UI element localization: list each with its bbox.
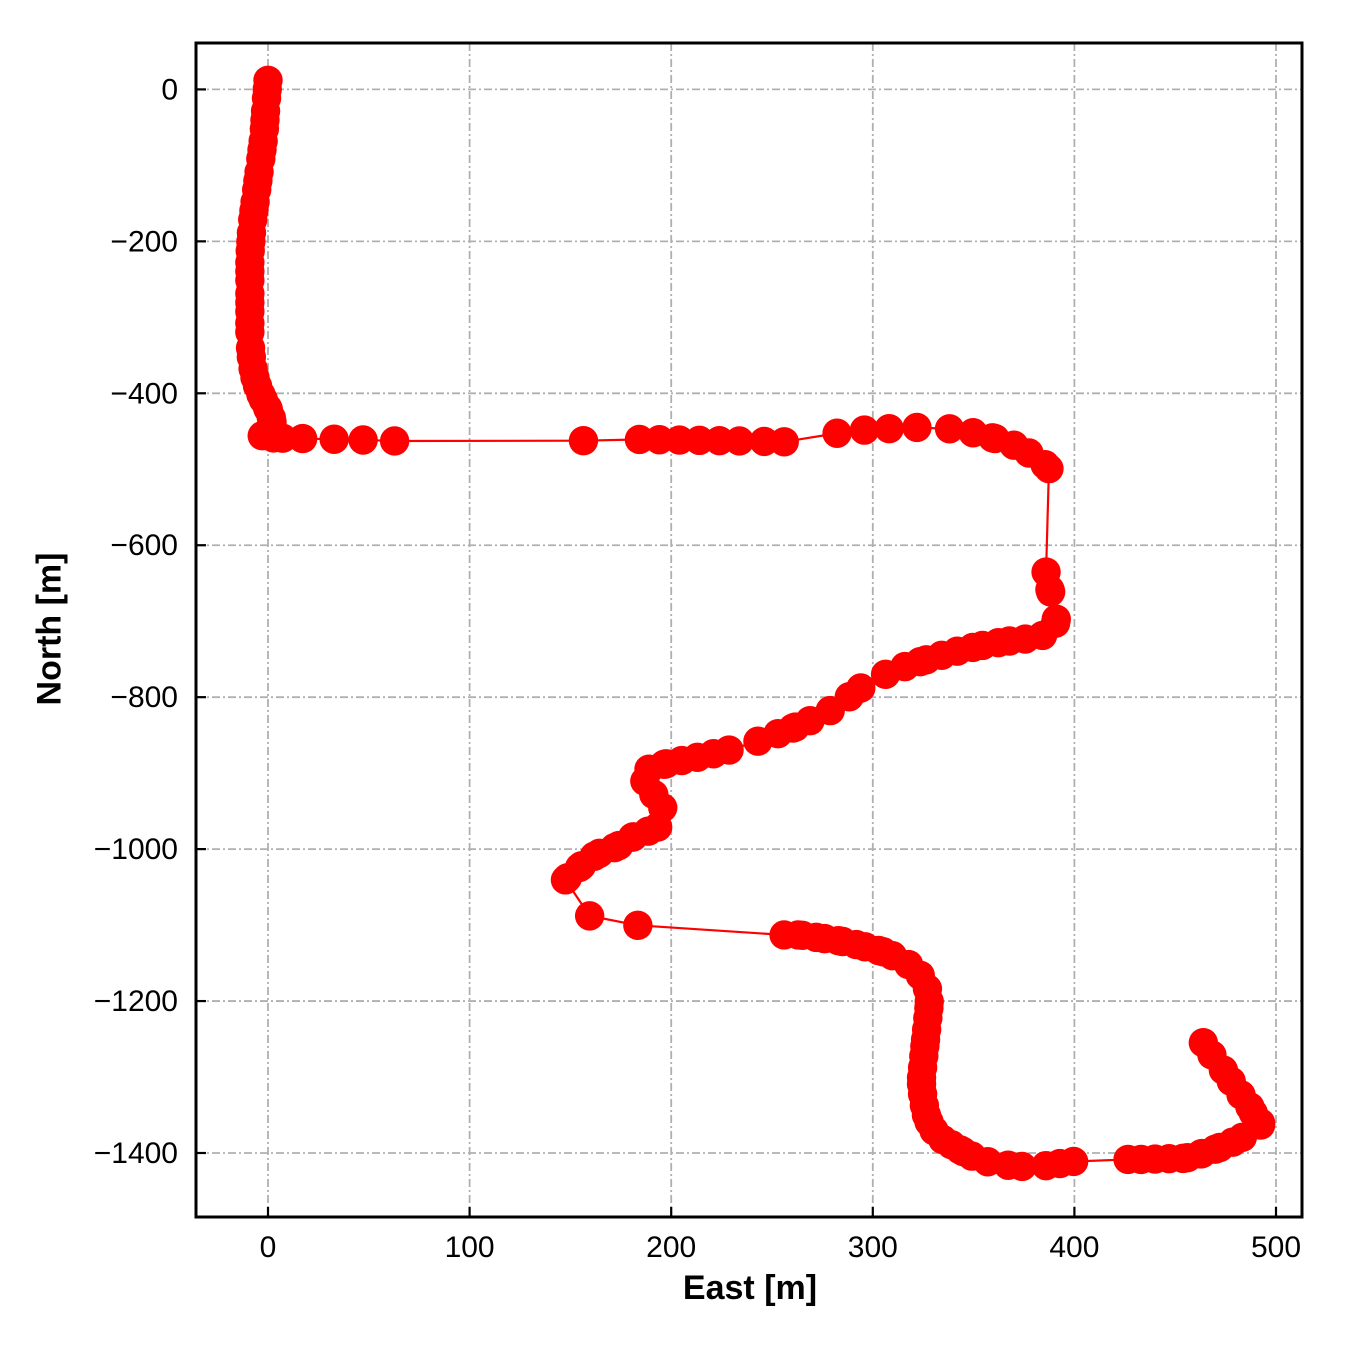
svg-text:−1200: −1200 xyxy=(94,985,178,1018)
svg-text:−200: −200 xyxy=(110,225,178,258)
svg-text:300: 300 xyxy=(848,1231,898,1264)
svg-text:500: 500 xyxy=(1251,1231,1301,1264)
svg-text:−400: −400 xyxy=(110,377,178,410)
svg-text:0: 0 xyxy=(161,73,178,106)
svg-text:−600: −600 xyxy=(110,529,178,562)
svg-text:200: 200 xyxy=(646,1231,696,1264)
svg-text:−1400: −1400 xyxy=(94,1137,178,1170)
svg-text:−1000: −1000 xyxy=(94,833,178,866)
svg-text:100: 100 xyxy=(445,1231,495,1264)
svg-text:−800: −800 xyxy=(110,681,178,714)
svg-text:0: 0 xyxy=(260,1231,277,1264)
svg-text:400: 400 xyxy=(1049,1231,1099,1264)
